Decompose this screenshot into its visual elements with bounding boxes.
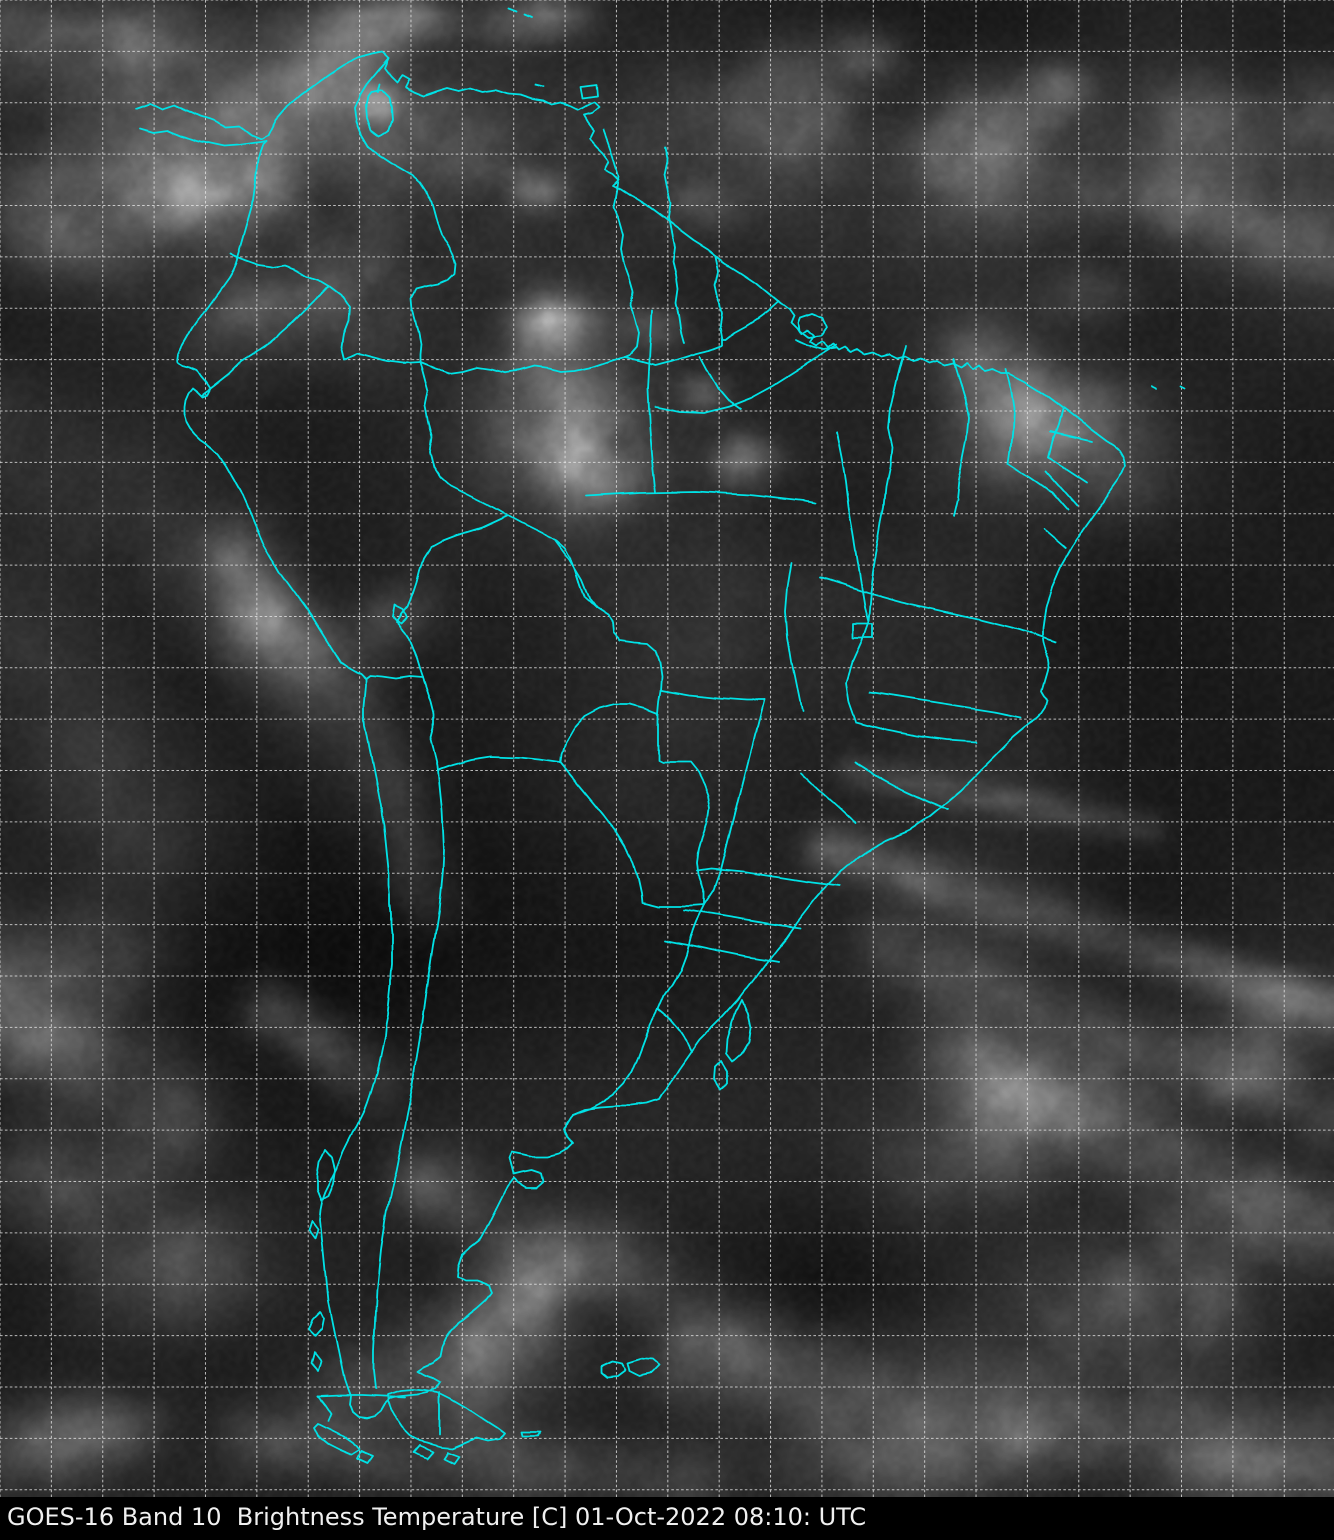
border-paraguay-argentina	[560, 762, 705, 907]
state-border-minas-north	[855, 721, 977, 743]
border-chile-argentina	[373, 769, 445, 1389]
border-venezuela-guyana	[603, 129, 640, 358]
state-border-matogrosso-ms	[661, 689, 765, 701]
border-guianas-brazil	[624, 338, 724, 366]
magellan-west-arm	[317, 1395, 332, 1422]
border-ecuador-peru	[201, 284, 330, 396]
island-navarino	[413, 1445, 433, 1460]
state-border-parana-saopaulo	[697, 868, 841, 887]
caption-text: GOES-16 Band 10 Brightness Temperature […	[7, 1503, 867, 1531]
amazon-river	[654, 345, 837, 414]
island-curacao	[507, 7, 517, 12]
lagoa-dos-patos	[726, 999, 752, 1063]
panama-south-coast	[139, 127, 267, 148]
state-border-distrito-federal	[851, 623, 873, 639]
border-suriname-french-guiana	[716, 256, 724, 340]
state-border-alagoas-sergipe	[1043, 529, 1066, 549]
country-borders	[135, 7, 1186, 1465]
border-uruguay-brazil	[657, 1009, 693, 1053]
coastline-south-america	[177, 51, 1127, 1419]
state-border-amapa	[699, 355, 740, 410]
peninsula-taitao	[307, 1311, 324, 1337]
state-border-ms-saopaulo-parana-river	[703, 699, 765, 906]
border-bolivia-chile	[422, 677, 439, 771]
fjord-islands-4	[357, 1451, 375, 1465]
state-border-parana-santacatarina	[683, 909, 801, 929]
island-fernando-de-noronha	[1151, 385, 1157, 389]
map-overlay	[0, 0, 1334, 1497]
border-paraguay-brazil	[657, 712, 711, 906]
tierra-del-fuego	[387, 1388, 506, 1449]
island-chiloe	[317, 1149, 337, 1201]
island-bonaire	[523, 13, 532, 18]
lake-maracaibo-inlet	[376, 83, 380, 93]
state-border-maranhao-piaui	[952, 358, 970, 517]
state-border-saopaulo-west	[799, 771, 857, 825]
caption-bar: GOES-16 Band 10 Brightness Temperature […	[0, 1497, 1334, 1540]
border-argentina-uruguay	[571, 1009, 659, 1115]
border-venezuela-brazil	[419, 356, 626, 374]
state-border-bahia-north	[819, 577, 1058, 643]
fjord-islands-1	[308, 1221, 319, 1240]
state-border-minas-saopaulo-rio	[855, 761, 949, 810]
state-border-goias	[845, 621, 869, 723]
graticule-grid	[0, 0, 1334, 1497]
border-peru-chile	[365, 675, 424, 680]
lake-titicaca	[393, 604, 409, 624]
state-border-ne-fan-1	[1048, 456, 1088, 483]
island-marajo	[797, 313, 827, 340]
panama-north-coast	[135, 102, 269, 141]
amazon-mouth-channel	[794, 340, 837, 352]
border-bolivia-argentina	[437, 756, 562, 771]
fjord-islands-2	[310, 1351, 322, 1372]
state-border-santacatarina-rs	[664, 939, 779, 963]
falkland-east	[627, 1358, 661, 1377]
state-border-pernambuco	[1008, 462, 1069, 511]
border-peru-bolivia	[397, 515, 509, 679]
state-border-para-maranhao	[880, 346, 907, 523]
state-border-amazonas-para	[647, 309, 657, 493]
island-hoste	[442, 1451, 459, 1464]
border-colombia-peru	[328, 284, 421, 364]
state-border-tocantins-west	[835, 431, 869, 623]
border-colombia-venezuela	[354, 57, 457, 363]
state-border-rondonia	[555, 540, 597, 609]
border-guyana-suriname	[664, 147, 685, 343]
isla-de-los-estados	[520, 1430, 540, 1436]
island-margarita	[535, 83, 545, 87]
lagoa-mirim	[714, 1061, 729, 1091]
state-border-para-matogrosso	[584, 491, 816, 504]
border-colombia-ecuador	[230, 253, 330, 286]
border-argentina-brazil	[657, 904, 705, 1011]
state-border-piaui-ceara	[1005, 368, 1015, 464]
fjord-islands-3	[313, 1423, 361, 1456]
strait-of-magellan	[317, 1394, 407, 1398]
state-border-minas-bahia	[869, 691, 1023, 718]
island-atol-das-rocas	[1180, 385, 1186, 389]
border-bolivia-brazil	[507, 515, 663, 714]
falkland-west	[600, 1360, 627, 1378]
border-french-guiana-brazil	[722, 300, 780, 340]
lake-maracaibo	[365, 89, 392, 137]
state-border-ne-fan-3	[1045, 470, 1078, 507]
island-trinidad	[580, 84, 598, 100]
border-peru-brazil	[419, 361, 509, 517]
state-border-tocantins-east	[867, 521, 882, 623]
satellite-cloud-layer	[0, 0, 1334, 1497]
border-bolivia-paraguay	[560, 703, 659, 764]
state-border-goias-west	[785, 561, 803, 713]
state-border-ne-fan-2	[1050, 431, 1092, 442]
